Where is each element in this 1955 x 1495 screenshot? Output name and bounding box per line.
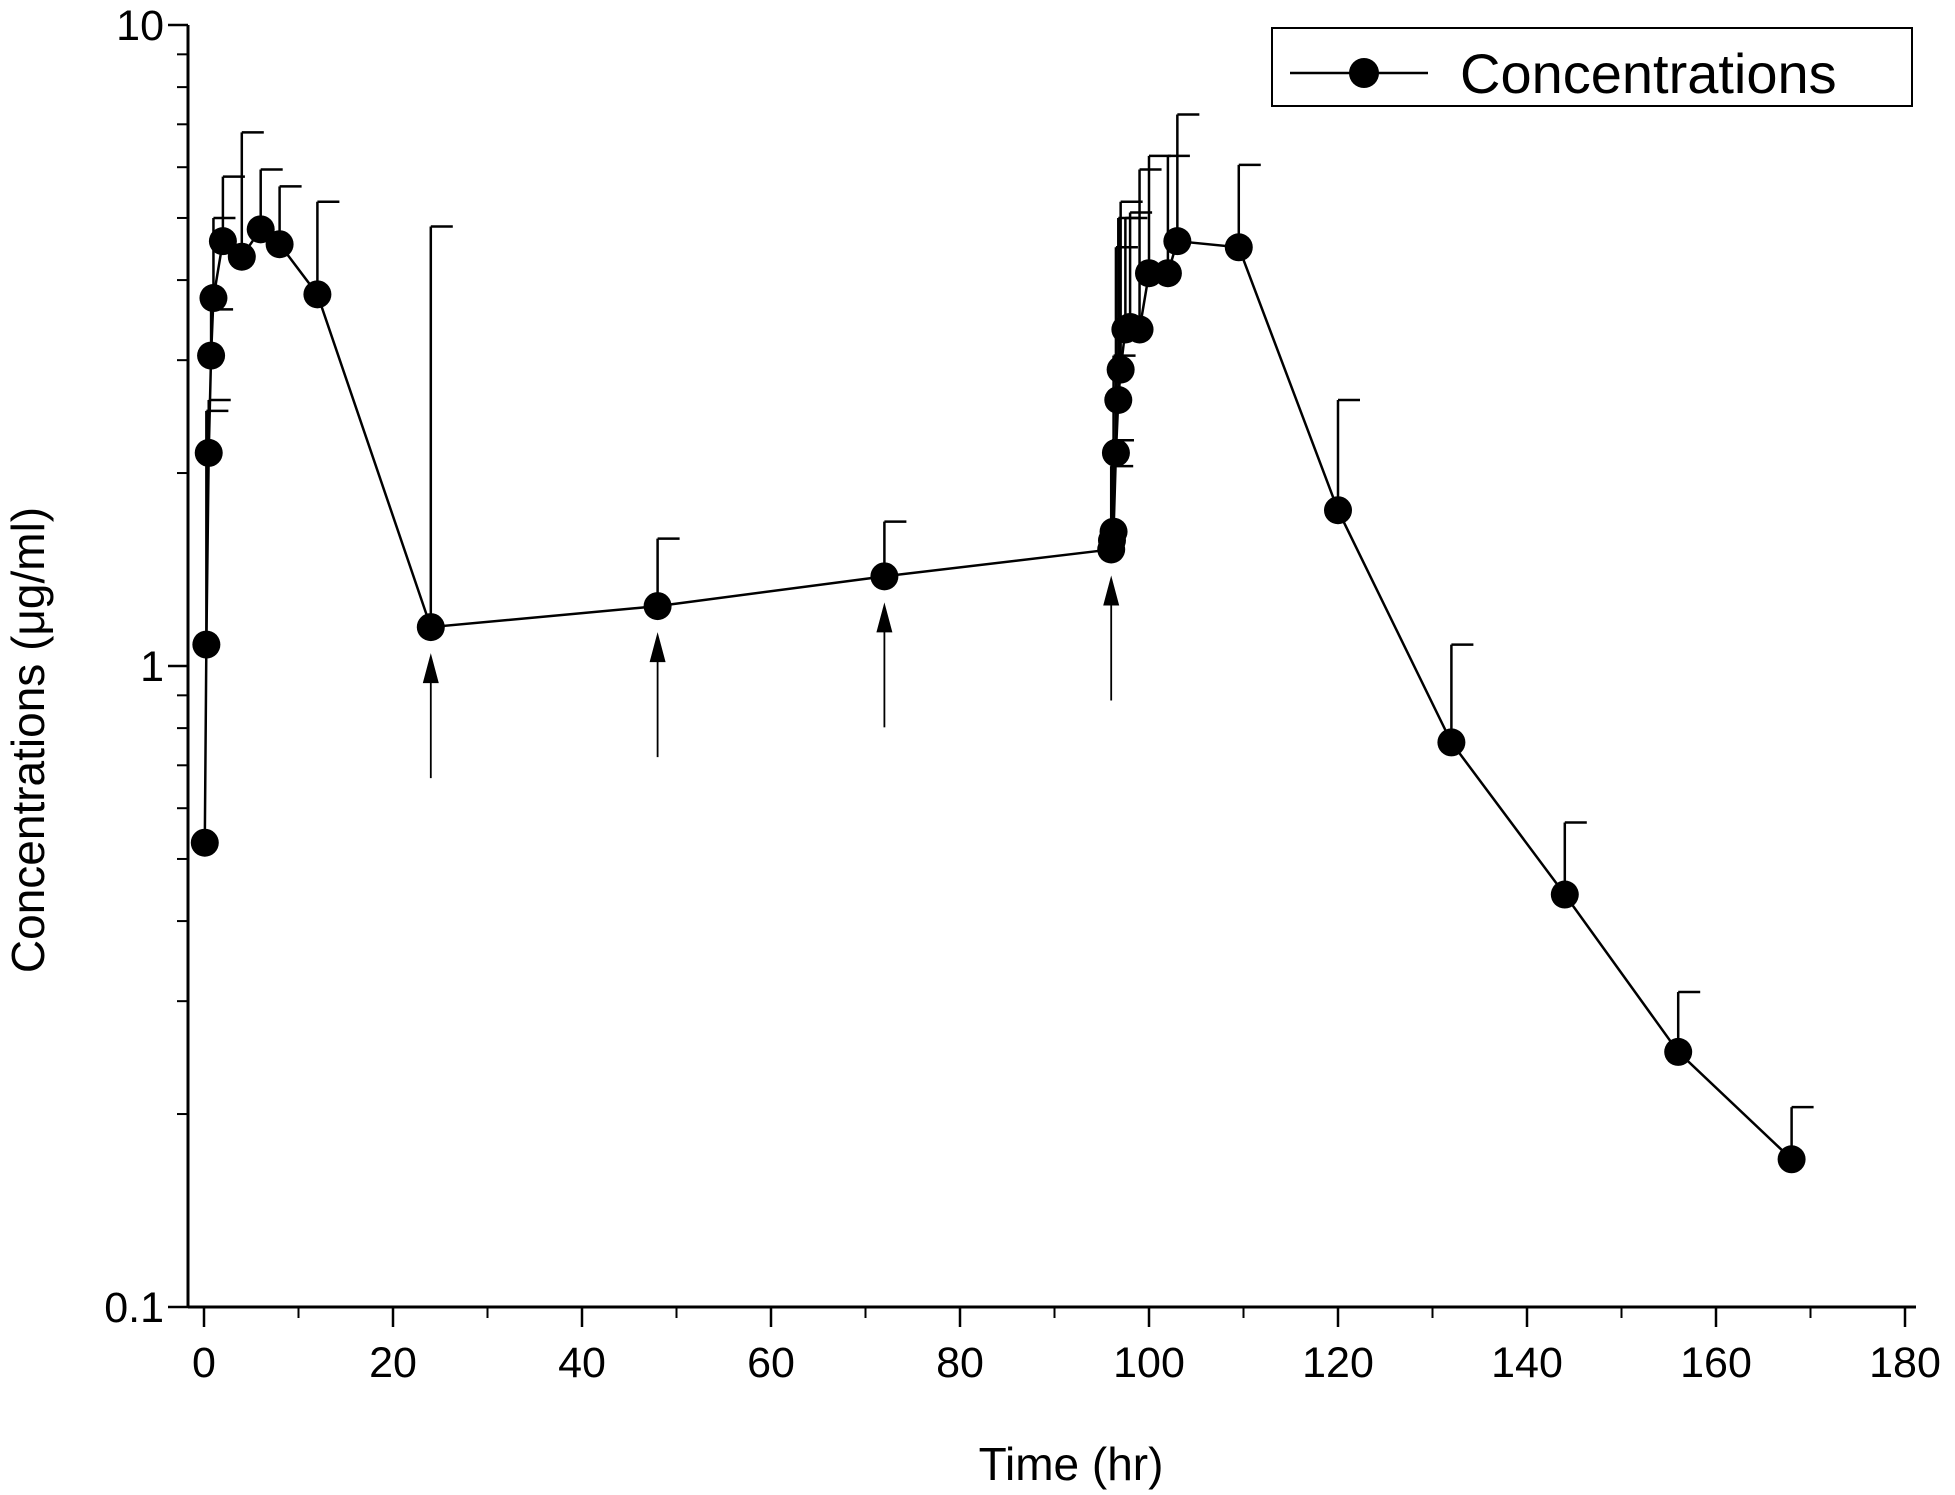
- axes-layer: 0 20 40 60 80 100 120 140 160 180 0.1 1 10: [104, 2, 1941, 1387]
- dose-arrow-head: [649, 632, 666, 663]
- data-point: [1104, 386, 1133, 415]
- data-point: [1324, 496, 1352, 525]
- x-tick-label: 140: [1491, 1339, 1563, 1387]
- data-point: [870, 562, 899, 591]
- legend-entry-label: Concentrations: [1460, 42, 1837, 105]
- dose-arrow-head: [876, 602, 893, 633]
- data-point: [1777, 1145, 1806, 1174]
- data-point: [416, 613, 445, 642]
- data-point: [265, 230, 294, 259]
- x-tick-label: 180: [1869, 1339, 1941, 1387]
- data-point: [1550, 880, 1579, 909]
- data-point: [1101, 438, 1130, 467]
- x-tick-label: 160: [1680, 1339, 1752, 1387]
- data-point: [1106, 355, 1135, 384]
- data-point: [199, 284, 228, 313]
- data-point: [197, 341, 226, 370]
- x-tick-label: 0: [192, 1339, 216, 1387]
- x-axis-title: Time (hr): [979, 1438, 1164, 1490]
- y-tick-label: 0.1: [104, 1284, 164, 1332]
- data-layer: [190, 113, 1814, 1174]
- x-tick-label: 20: [369, 1339, 417, 1387]
- y-tick-label: 1: [140, 643, 164, 691]
- x-tick-label: 120: [1302, 1339, 1374, 1387]
- legend: Concentrations: [1271, 27, 1913, 107]
- data-point: [208, 227, 237, 256]
- data-point: [227, 242, 256, 271]
- series-line: [203, 227, 1793, 1161]
- data-point: [1163, 227, 1192, 256]
- legend-box: [1271, 27, 1913, 107]
- x-tick-label: 40: [558, 1339, 606, 1387]
- data-point: [1125, 315, 1154, 344]
- legend-marker-sample: [1349, 58, 1379, 88]
- data-point: [192, 630, 221, 659]
- data-point: [643, 592, 672, 621]
- data-point: [1153, 259, 1182, 288]
- dose-arrow-head: [422, 653, 439, 684]
- x-tick-label: 60: [747, 1339, 795, 1387]
- y-tick-label: 10: [116, 2, 164, 50]
- dose-arrow-head: [1103, 575, 1120, 606]
- x-tick-label: 100: [1113, 1339, 1185, 1387]
- data-point: [246, 215, 275, 244]
- data-point: [1664, 1037, 1693, 1066]
- data-point: [1437, 728, 1466, 757]
- data-point: [194, 438, 223, 467]
- data-point: [1224, 233, 1253, 262]
- y-axis-title: Concentrations (μg/ml): [2, 507, 54, 973]
- data-point: [303, 280, 332, 309]
- data-point: [1099, 517, 1128, 546]
- x-tick-label: 80: [936, 1339, 984, 1387]
- data-point: [190, 828, 219, 857]
